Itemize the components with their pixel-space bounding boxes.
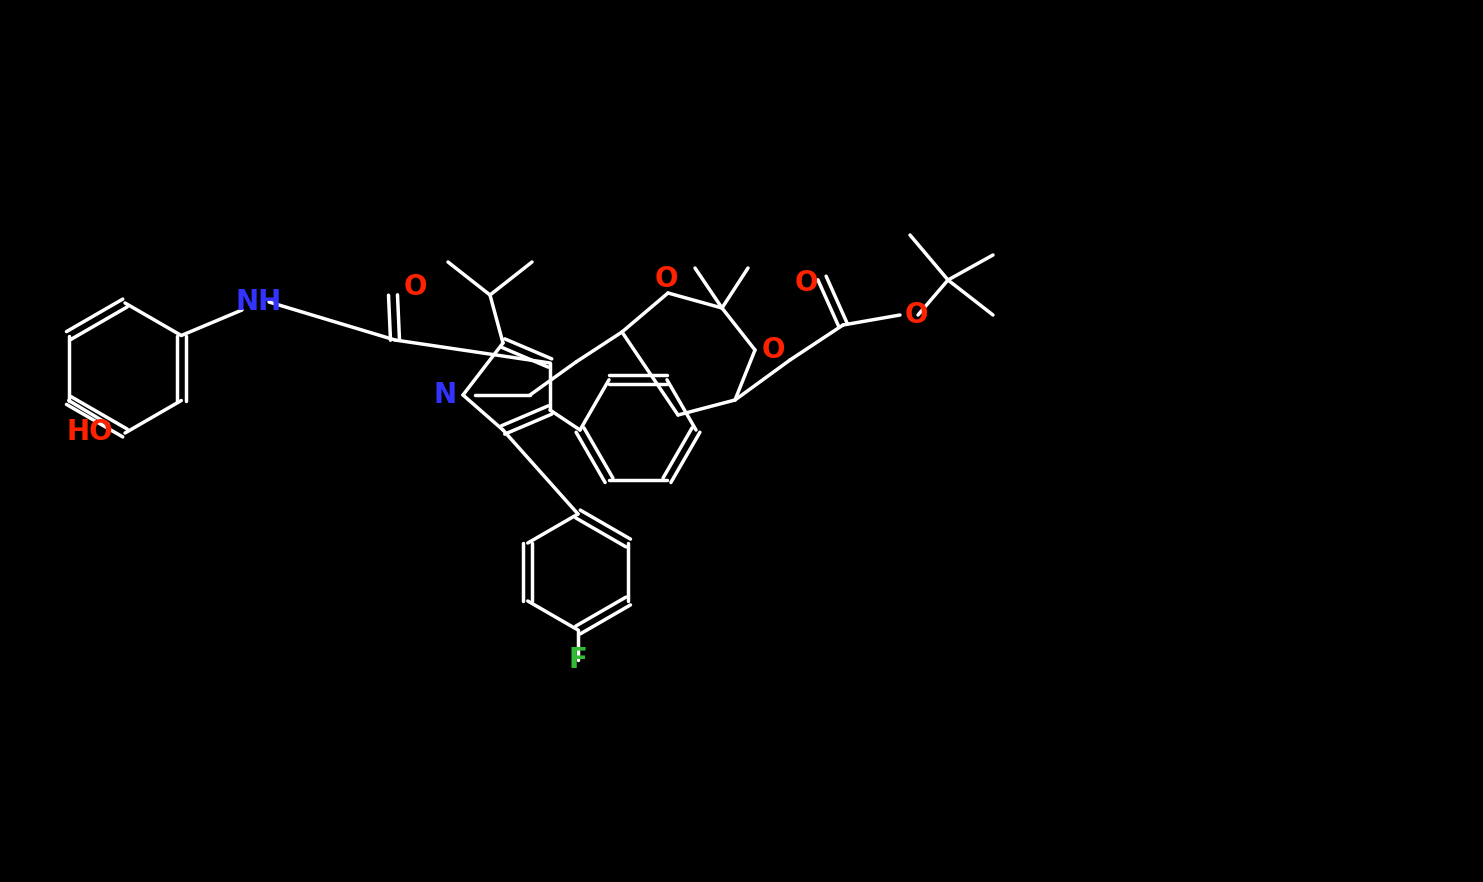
Text: O: O — [654, 265, 678, 293]
Text: O: O — [905, 301, 928, 329]
Text: O: O — [795, 269, 817, 297]
Text: O: O — [761, 336, 785, 364]
Text: F: F — [568, 646, 587, 674]
Text: HO: HO — [67, 418, 113, 446]
Text: O: O — [403, 273, 427, 301]
Text: N: N — [433, 381, 457, 409]
Text: NH: NH — [236, 288, 282, 316]
